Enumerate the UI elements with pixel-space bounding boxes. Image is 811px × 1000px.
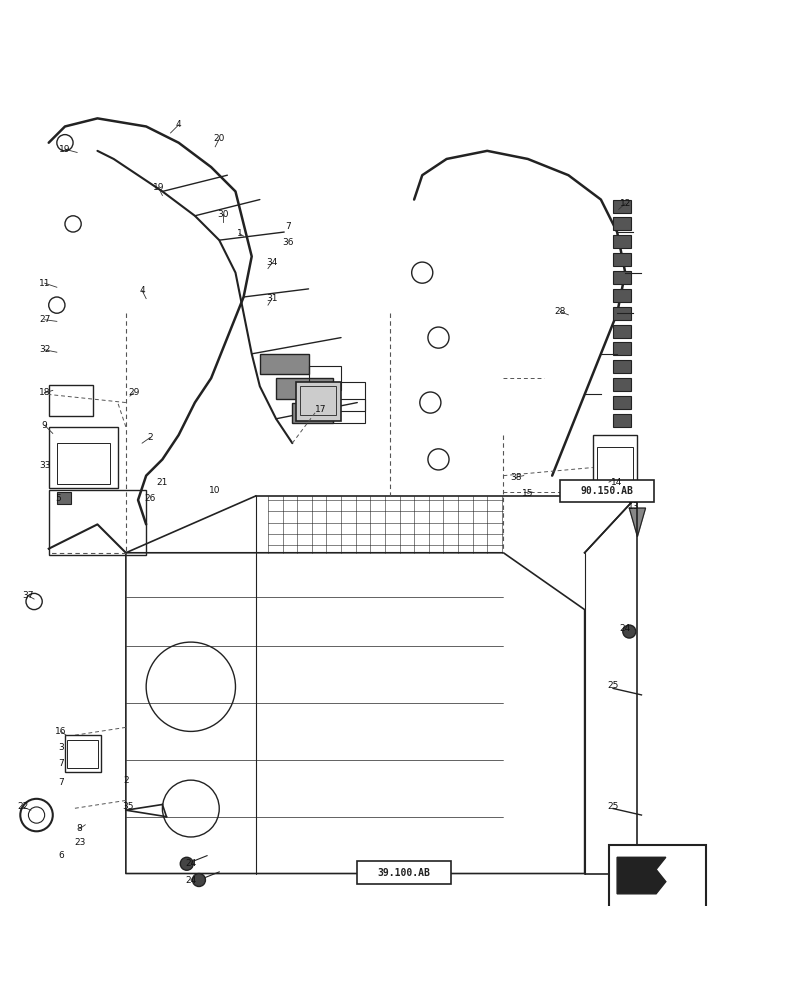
- Text: 4: 4: [176, 120, 181, 129]
- Text: 31: 31: [266, 294, 277, 303]
- Text: 19: 19: [59, 145, 71, 154]
- Bar: [308, 366, 341, 390]
- Bar: [333, 398, 365, 423]
- Bar: [357, 861, 450, 884]
- Circle shape: [622, 625, 635, 638]
- Text: 4: 4: [139, 286, 144, 295]
- Bar: [49, 490, 146, 555]
- Polygon shape: [629, 508, 645, 537]
- Text: 15: 15: [521, 489, 533, 498]
- Text: 18: 18: [39, 388, 50, 397]
- Bar: [49, 385, 93, 416]
- Text: 30: 30: [217, 210, 229, 219]
- Text: 23: 23: [74, 838, 85, 847]
- Bar: [324, 382, 365, 411]
- Bar: [608, 845, 706, 910]
- Text: 25: 25: [607, 802, 618, 811]
- Bar: [612, 271, 630, 284]
- Text: 19: 19: [152, 183, 164, 192]
- Bar: [67, 740, 98, 768]
- Text: 2: 2: [123, 776, 128, 785]
- Bar: [596, 447, 632, 486]
- Bar: [592, 435, 637, 492]
- Circle shape: [180, 857, 193, 870]
- Text: 37: 37: [23, 591, 34, 600]
- Text: 1: 1: [236, 229, 242, 238]
- Text: 16: 16: [55, 727, 67, 736]
- Text: 2: 2: [148, 433, 152, 442]
- Bar: [276, 378, 333, 398]
- Text: 24: 24: [185, 859, 196, 868]
- Text: 39.100.AB: 39.100.AB: [377, 868, 430, 878]
- Text: 24: 24: [185, 876, 196, 885]
- Bar: [296, 382, 341, 421]
- Text: 33: 33: [39, 461, 50, 470]
- Bar: [612, 342, 630, 355]
- Text: 14: 14: [611, 478, 622, 487]
- Bar: [260, 354, 308, 374]
- Text: 25: 25: [607, 681, 618, 690]
- Text: 24: 24: [619, 624, 630, 633]
- Text: 32: 32: [39, 345, 50, 354]
- Circle shape: [192, 874, 205, 887]
- Bar: [57, 443, 109, 484]
- Bar: [612, 200, 630, 213]
- Bar: [612, 235, 630, 248]
- Bar: [612, 360, 630, 373]
- Bar: [300, 386, 336, 415]
- Text: 20: 20: [213, 134, 225, 143]
- Bar: [612, 307, 630, 320]
- Text: 11: 11: [39, 279, 50, 288]
- Text: 9: 9: [41, 421, 48, 430]
- Text: 22: 22: [17, 802, 28, 811]
- Bar: [560, 480, 653, 502]
- Text: 34: 34: [266, 258, 277, 267]
- Polygon shape: [616, 857, 665, 894]
- Bar: [612, 325, 630, 338]
- Bar: [49, 427, 118, 488]
- Bar: [612, 253, 630, 266]
- Bar: [292, 403, 333, 423]
- Text: 12: 12: [619, 199, 630, 208]
- Bar: [612, 414, 630, 427]
- Text: 21: 21: [157, 478, 168, 487]
- Text: 6: 6: [58, 851, 64, 860]
- Text: 28: 28: [554, 307, 565, 316]
- Text: 10: 10: [209, 486, 221, 495]
- Text: 13: 13: [627, 502, 638, 511]
- Text: 5: 5: [55, 494, 62, 503]
- Bar: [612, 217, 630, 230]
- Bar: [612, 289, 630, 302]
- Bar: [57, 492, 71, 504]
- Bar: [65, 735, 101, 772]
- Bar: [612, 378, 630, 391]
- Text: 3: 3: [58, 743, 64, 752]
- Text: 38: 38: [509, 473, 521, 482]
- Text: 35: 35: [122, 802, 134, 811]
- Text: 29: 29: [128, 388, 139, 397]
- Text: 26: 26: [144, 494, 156, 503]
- Text: 8: 8: [76, 824, 83, 833]
- Bar: [612, 396, 630, 409]
- Text: 90.150.AB: 90.150.AB: [580, 486, 633, 496]
- Text: 27: 27: [39, 315, 50, 324]
- Text: 7: 7: [58, 759, 64, 768]
- Text: 36: 36: [282, 238, 294, 247]
- Text: 17: 17: [315, 405, 326, 414]
- Text: 7: 7: [285, 222, 291, 231]
- Text: 7: 7: [58, 778, 64, 787]
